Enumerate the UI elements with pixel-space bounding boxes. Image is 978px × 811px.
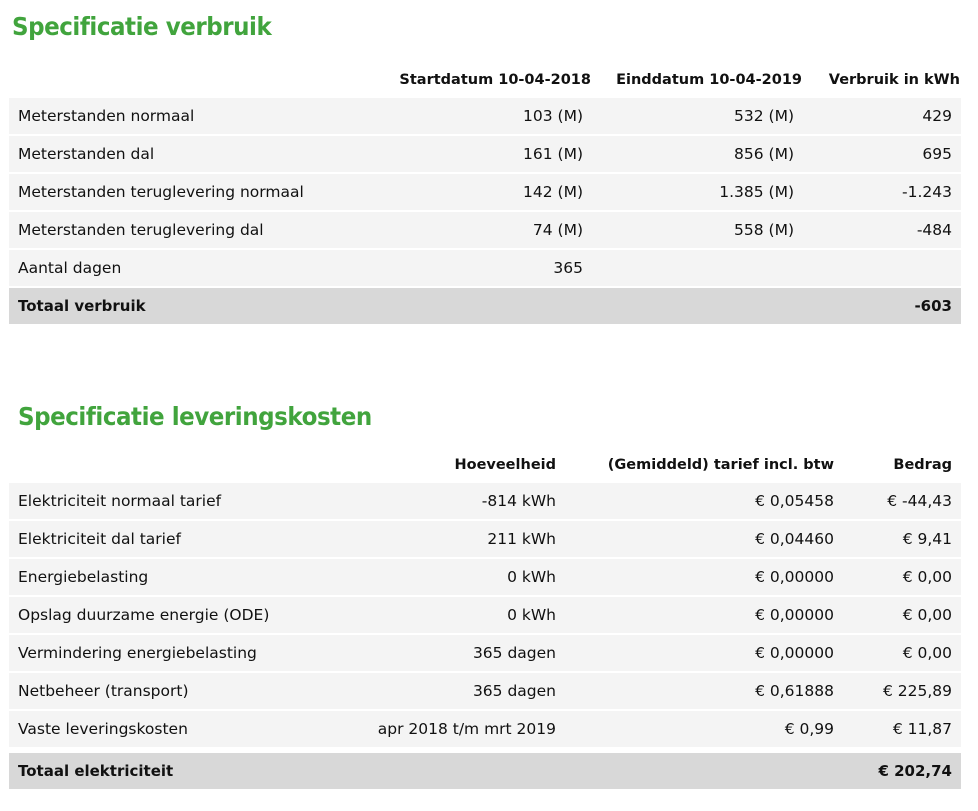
cell-value: -1.243: [902, 183, 952, 201]
row-label: Energiebelasting: [18, 568, 149, 586]
table-row: Meterstanden teruglevering normaal 142 (M…: [9, 174, 961, 210]
cell-value: 0 kWh: [507, 568, 556, 586]
table-row: Vaste leveringskosten apr 2018 t/m mrt 20…: [9, 711, 961, 747]
cell-value: € 0,00: [902, 568, 952, 586]
row-label: Vaste leveringskosten: [18, 720, 188, 738]
cell-value: € 11,87: [892, 720, 952, 738]
cell-value: € 0,00: [902, 644, 952, 662]
table-row: Energiebelasting 0 kWh € 0,00000 € 0,00: [9, 559, 961, 595]
table-row: Netbeheer (transport) 365 dagen € 0,61888 €…: [9, 673, 961, 709]
cell-value: 365 dagen: [472, 644, 556, 662]
cell-value: -484: [916, 221, 952, 239]
cell-value: 142 (M): [523, 183, 583, 201]
row-label: Meterstanden teruglevering normaal: [18, 183, 304, 201]
header-row: Startdatum 10-04-2018 Einddatum 10-04-201…: [9, 68, 961, 96]
row-label: Elektriciteit dal tarief: [18, 530, 181, 548]
cell-value: € 0,00000: [755, 606, 834, 624]
table-row: Meterstanden teruglevering dal 74 (M) 558 …: [9, 212, 961, 248]
title-verbruik: Specificatie verbruik: [12, 12, 272, 41]
cell-value: 429: [922, 107, 952, 125]
row-label: Vermindering energiebelasting: [18, 644, 257, 662]
row-label: Elektriciteit normaal tarief: [18, 492, 222, 510]
header-row: Hoeveelheid (Gemiddeld) tarief incl. btw B…: [9, 453, 961, 481]
column-header: Bedrag: [893, 457, 952, 473]
cell-value: 532 (M): [734, 107, 794, 125]
cell-value: 365: [553, 259, 583, 277]
total-value: € 202,74: [878, 762, 952, 780]
cell-value: 856 (M): [734, 145, 794, 163]
total-label: Totaal elektriciteit: [18, 762, 174, 780]
cell-value: 365 dagen: [472, 682, 556, 700]
cell-value: € 0,05458: [755, 492, 834, 510]
column-header: Verbruik in kWh: [828, 72, 960, 88]
cell-value: € 0,61888: [755, 682, 834, 700]
table-row: Elektriciteit normaal tarief -814 kWh € 0,…: [9, 483, 961, 519]
verbruik-table: Startdatum 10-04-2018 Einddatum 10-04-201…: [9, 68, 961, 326]
cell-value: -814 kWh: [481, 492, 556, 510]
cell-value: € 9,41: [902, 530, 952, 548]
table-row: Meterstanden normaal 103 (M) 532 (M) 429: [9, 98, 961, 134]
cell-value: € 0,00000: [755, 644, 834, 662]
table-row: Meterstanden dal 161 (M) 856 (M) 695: [9, 136, 961, 172]
row-label: Netbeheer (transport): [18, 682, 189, 700]
table-row: Opslag duurzame energie (ODE) 0 kWh € 0,00…: [9, 597, 961, 633]
cell-value: € 0,04460: [755, 530, 834, 548]
cell-value: 558 (M): [734, 221, 794, 239]
column-header: Startdatum 10-04-2018: [399, 72, 591, 88]
table-row: Vermindering energiebelasting 365 dagen € …: [9, 635, 961, 671]
cell-value: 0 kWh: [507, 606, 556, 624]
table-row: Aantal dagen 365: [9, 250, 961, 286]
leveringskosten-table: Hoeveelheid (Gemiddeld) tarief incl. btw B…: [9, 453, 961, 791]
column-header: Hoeveelheid: [454, 457, 556, 473]
table-row: Elektriciteit dal tarief 211 kWh € 0,04460…: [9, 521, 961, 557]
total-label: Totaal verbruik: [18, 297, 146, 315]
column-header: (Gemiddeld) tarief incl. btw: [607, 457, 834, 473]
cell-value: 695: [922, 145, 952, 163]
total-value: -603: [914, 297, 952, 315]
row-label: Meterstanden dal: [18, 145, 155, 163]
cell-value: 211 kWh: [487, 530, 556, 548]
total-row: Totaal verbruik -603: [9, 288, 961, 324]
column-header: Einddatum 10-04-2019: [616, 72, 802, 88]
row-label: Opslag duurzame energie (ODE): [18, 606, 270, 624]
cell-value: € 0,00: [902, 606, 952, 624]
cell-value: 161 (M): [523, 145, 583, 163]
cell-value: € 0,99: [784, 720, 834, 738]
cell-value: € 225,89: [882, 682, 952, 700]
row-label: Meterstanden teruglevering dal: [18, 221, 264, 239]
title-leveringskosten: Specificatie leveringskosten: [18, 402, 372, 431]
cell-value: 103 (M): [523, 107, 583, 125]
row-label: Meterstanden normaal: [18, 107, 195, 125]
total-row: Totaal elektriciteit € 202,74: [9, 753, 961, 789]
cell-value: € -44,43: [887, 492, 952, 510]
row-label: Aantal dagen: [18, 259, 122, 277]
cell-value: 1.385 (M): [719, 183, 794, 201]
cell-value: € 0,00000: [755, 568, 834, 586]
cell-value: apr 2018 t/m mrt 2019: [377, 720, 556, 738]
cell-value: 74 (M): [532, 221, 583, 239]
